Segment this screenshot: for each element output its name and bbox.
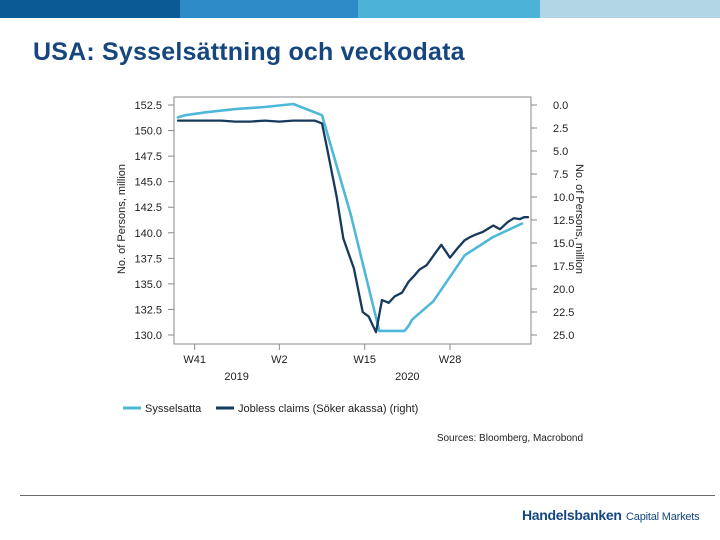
left-tick-label: 137.5 — [134, 253, 162, 265]
footer-divider — [20, 495, 715, 496]
right-tick-label: 25.0 — [553, 330, 574, 342]
left-axis: 152.5 150.0 147.5 145.0 142.5 140.0 137.5 135.0… — [134, 100, 174, 342]
right-tick-label: 5.0 — [553, 146, 568, 158]
right-tick-label: 7.5 — [553, 169, 568, 181]
right-tick-label: 20.0 — [553, 284, 574, 296]
source-note: Sources: Bloomberg, Macrobond — [437, 433, 583, 444]
left-axis-title: No. of Persons, million — [116, 164, 128, 274]
legend: Sysselsatta Jobless claims (Söker akassa… — [123, 403, 418, 415]
left-tick-label: 135.0 — [134, 279, 162, 291]
year-label: 2019 — [224, 371, 248, 383]
left-tick-label: 152.5 — [134, 100, 162, 112]
left-tick-label: 142.5 — [134, 202, 162, 214]
series-line-sysselsatta — [176, 102, 524, 333]
brand-suffix: Capital Markets — [626, 511, 700, 523]
right-tick-label: 12.5 — [553, 215, 574, 227]
top-bar-segment-4 — [540, 0, 720, 18]
x-axis: W41 W2 W15 W28 2019 2020 — [183, 344, 461, 383]
x-tick-label: W41 — [183, 354, 206, 366]
left-tick-label: 145.0 — [134, 177, 162, 189]
series-layer — [176, 102, 530, 334]
page-title: USA: Sysselsättning och veckodata — [33, 38, 465, 66]
right-tick-label: 17.5 — [553, 261, 574, 273]
right-axis-title: No. of Persons, million — [573, 164, 585, 274]
top-bar-segment-3 — [358, 0, 540, 18]
employment-chart: 152.5 150.0 147.5 145.0 142.5 140.0 137.5 135.0… — [116, 96, 585, 444]
brand-name: Handelsbanken — [522, 507, 622, 523]
right-tick-label: 2.5 — [553, 123, 568, 135]
right-tick-label: 10.0 — [553, 192, 574, 204]
x-tick-label: W15 — [353, 354, 376, 366]
legend-label-jobless-claims: Jobless claims (Söker akassa) (right) — [238, 403, 418, 415]
left-tick-label: 132.5 — [134, 304, 162, 316]
right-tick-label: 15.0 — [553, 238, 574, 250]
left-tick-label: 130.0 — [134, 330, 162, 342]
top-bar-segment-2 — [180, 0, 358, 18]
left-tick-label: 150.0 — [134, 126, 162, 138]
right-tick-label: 22.5 — [553, 307, 574, 319]
legend-label-sysselsatta: Sysselsatta — [145, 403, 202, 415]
top-color-bar — [0, 0, 720, 18]
right-tick-label: 0.0 — [553, 100, 568, 112]
x-tick-label: W28 — [439, 354, 462, 366]
right-axis: 0.0 2.5 5.0 7.5 10.0 12.5 15.0 17.5 20.0 22.5 25.0 — [531, 100, 574, 342]
brand-logo: Handelsbanken Capital Markets — [522, 507, 700, 525]
x-tick-label: W2 — [271, 354, 288, 366]
left-tick-label: 140.0 — [134, 228, 162, 240]
left-tick-label: 147.5 — [134, 151, 162, 163]
top-bar-segment-1 — [0, 0, 180, 18]
series-line-jobless-claims — [176, 119, 530, 334]
year-label: 2020 — [395, 371, 419, 383]
